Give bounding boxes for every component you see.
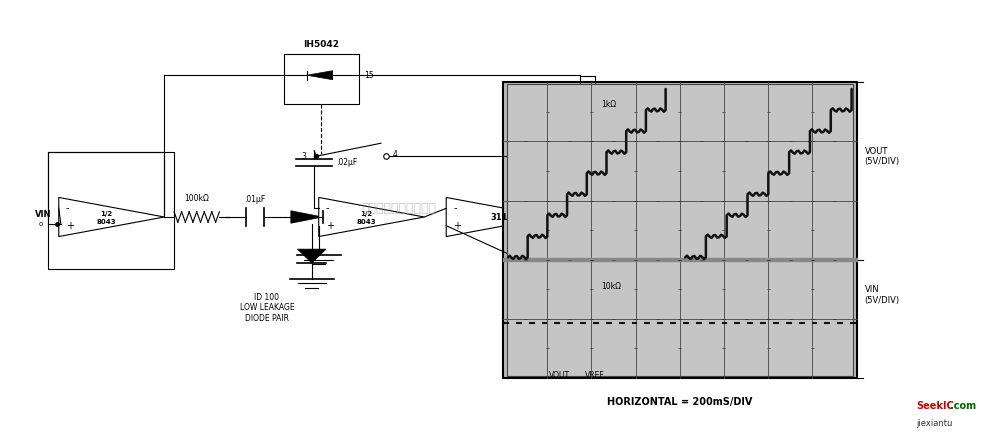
Bar	[48, 152, 174, 269]
Text: ID 100
LOW LEAKAGE
DIODE PAIR: ID 100 LOW LEAKAGE DIODE PAIR	[240, 293, 294, 323]
Text: 1/2: 1/2	[101, 210, 113, 217]
Text: -: -	[453, 203, 457, 213]
Text: IH5042: IH5042	[303, 40, 340, 49]
Text: 杭州将睿科技有限公司: 杭州将睿科技有限公司	[361, 202, 436, 215]
Bar	[507, 84, 853, 376]
Text: HORIZONTAL = 200mS/DIV: HORIZONTAL = 200mS/DIV	[608, 397, 752, 407]
Polygon shape	[291, 211, 323, 223]
Text: 15: 15	[365, 71, 374, 80]
Text: VREF: VREF	[585, 371, 605, 380]
Text: jiexiantu: jiexiantu	[916, 419, 953, 427]
Text: +: +	[66, 221, 74, 231]
Text: .com: .com	[950, 401, 976, 411]
Text: +: +	[326, 221, 334, 231]
Text: 311: 311	[490, 213, 508, 221]
Text: .01μF: .01μF	[244, 195, 266, 204]
Polygon shape	[319, 197, 424, 237]
Text: 1/2: 1/2	[361, 210, 373, 217]
Text: 8043: 8043	[97, 219, 117, 225]
Polygon shape	[59, 197, 164, 237]
Text: 1kΩ: 1kΩ	[602, 100, 617, 108]
Bar	[284, 54, 359, 104]
Text: VIN: VIN	[35, 210, 52, 219]
Text: VOUT
(5V/DIV): VOUT (5V/DIV)	[865, 147, 899, 166]
Text: 8043: 8043	[357, 219, 376, 225]
Text: -: -	[326, 203, 330, 213]
Text: 3: 3	[302, 152, 306, 161]
Polygon shape	[307, 71, 333, 80]
Text: .02μF: .02μF	[336, 158, 358, 167]
Polygon shape	[298, 249, 326, 263]
Text: +: +	[453, 221, 461, 231]
Text: 10kΩ: 10kΩ	[602, 282, 622, 291]
Text: 100kΩ: 100kΩ	[184, 194, 209, 203]
Polygon shape	[446, 197, 552, 237]
Text: -: -	[66, 203, 70, 213]
Text: SeekIC: SeekIC	[916, 401, 954, 411]
Text: VIN
(5V/DIV): VIN (5V/DIV)	[865, 285, 899, 305]
Text: 4: 4	[392, 150, 397, 158]
Text: o: o	[39, 220, 43, 227]
Bar	[503, 82, 857, 378]
Text: VOUT: VOUT	[549, 371, 571, 380]
